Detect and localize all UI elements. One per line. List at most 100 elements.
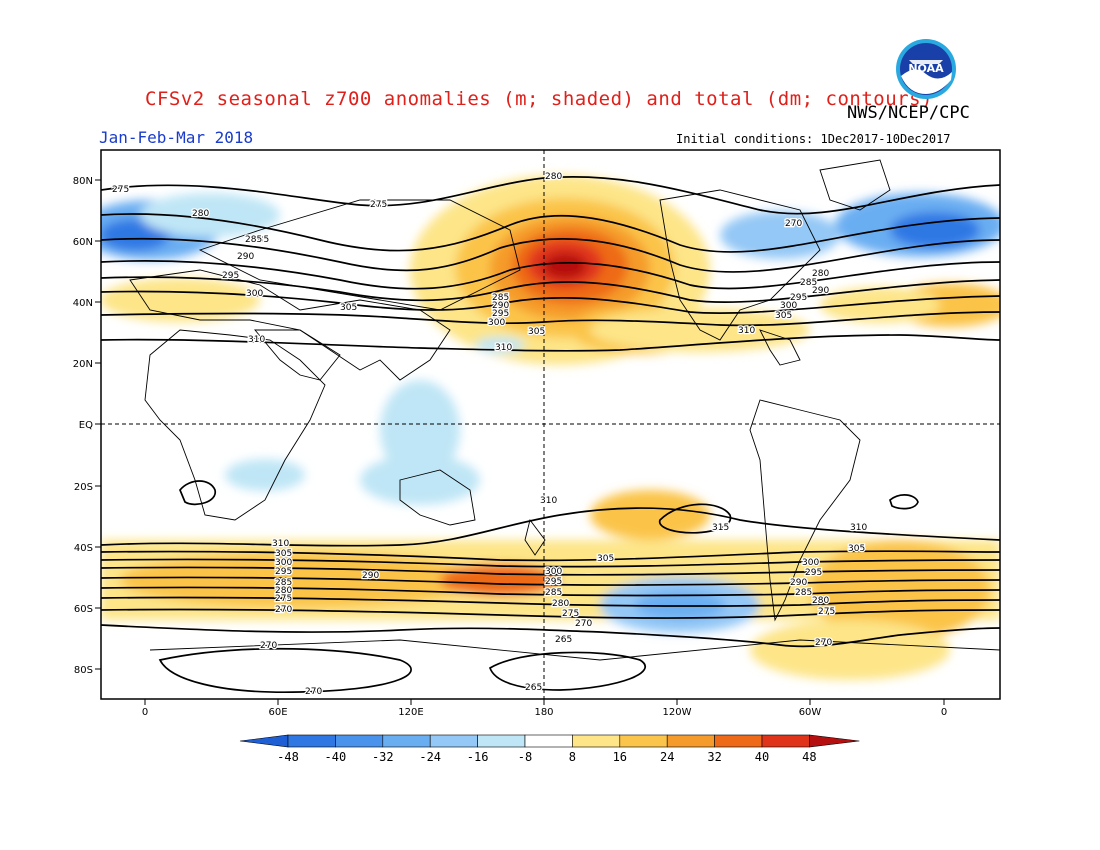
contour-label: 300 xyxy=(275,558,292,568)
latitude-axis: 80N 60N 40N 20N EQ 20S 40S 60S 80S xyxy=(73,176,101,676)
svg-text:NOAA: NOAA xyxy=(908,62,944,75)
contour-label: 265 xyxy=(555,635,572,645)
lat-tick-label: 40N xyxy=(73,298,93,309)
reference-lines xyxy=(101,150,1000,699)
colorbar-label: 16 xyxy=(613,750,627,764)
contour-label: 310 xyxy=(540,496,557,506)
contour-label: 300 xyxy=(545,567,562,577)
noaa-logo-icon: NOAA xyxy=(896,39,956,99)
colorbar-label: 48 xyxy=(802,750,816,764)
agency-label: NWS/NCEP/CPC xyxy=(847,103,970,123)
contour-label: 285 xyxy=(492,293,509,303)
contour-label: 270 xyxy=(260,641,277,651)
contour-label: 295 xyxy=(492,309,509,319)
contour-label: 270 xyxy=(575,619,592,629)
contour-label: 290 xyxy=(812,286,829,296)
contour-label: 300 xyxy=(246,289,263,299)
contour-label: 310 xyxy=(738,326,755,336)
lat-tick-label: 20N xyxy=(73,359,93,370)
initial-conditions: Initial conditions: 1Dec2017-10Dec2017 xyxy=(676,132,951,146)
contour-label: 295 xyxy=(790,293,807,303)
lat-tick-label: 80N xyxy=(73,176,93,187)
colorbar-label: -24 xyxy=(419,750,441,764)
colorbar-swatch xyxy=(477,734,526,748)
contour-label: 295 xyxy=(545,577,562,587)
colorbar-swatch xyxy=(287,734,336,748)
contour-label: 300 xyxy=(802,558,819,568)
colorbar-right-arrow xyxy=(809,734,860,748)
contour-label: 295 xyxy=(222,271,239,281)
colorbar-label: 8 xyxy=(569,750,576,764)
colorbar-label: -16 xyxy=(467,750,489,764)
lon-tick-label: 0 xyxy=(941,707,947,718)
contour-label: 285 xyxy=(545,588,562,598)
lon-tick-label: 0 xyxy=(142,707,148,718)
contour-label: 285 xyxy=(800,278,817,288)
contour-label: 305 xyxy=(340,303,357,313)
lon-tick-label: 120W xyxy=(663,707,692,718)
colorbar-label: 32 xyxy=(707,750,721,764)
lat-tick-label: 80S xyxy=(74,665,93,676)
contour-label: 275 xyxy=(112,185,129,195)
contour-label: 295 xyxy=(805,568,822,578)
lat-tick-label: EQ xyxy=(79,420,93,431)
contour-label: 305 xyxy=(775,311,792,321)
contour-label: 265 xyxy=(525,683,542,693)
contour-label: 280 xyxy=(812,269,829,279)
contour-label: 285 xyxy=(795,588,812,598)
colorbar-label: -48 xyxy=(277,750,299,764)
contour-label: 305 xyxy=(848,544,865,554)
lon-tick-label: 180 xyxy=(534,707,553,718)
contour-label: 275 xyxy=(818,607,835,617)
contour-label: 280 xyxy=(545,172,562,182)
contour-label: 295 xyxy=(275,567,292,577)
contour-label: 280 xyxy=(552,599,569,609)
colorbar-swatch xyxy=(524,734,573,748)
contour-label: 270 xyxy=(785,219,802,229)
contour-label: 290 xyxy=(790,578,807,588)
contour-label: 285 xyxy=(275,578,292,588)
height-contours xyxy=(101,175,1000,694)
colorbar-swatch xyxy=(761,734,810,748)
colorbar-swatch xyxy=(666,734,715,748)
longitude-axis: 0 60E 120E 180 120W 60W 0 xyxy=(142,699,947,718)
contour-labels: 2752802852902953003053102702802852902953… xyxy=(111,171,869,699)
contour-label: 310 xyxy=(248,335,265,345)
contour-label: 280 xyxy=(812,596,829,606)
colorbar-swatch xyxy=(335,734,384,748)
contour-label: 270 xyxy=(815,638,832,648)
lat-tick-label: 60N xyxy=(73,237,93,248)
contour-label: 275 xyxy=(562,609,579,619)
contour-label: 285 xyxy=(252,235,269,245)
colorbar-label: -32 xyxy=(372,750,394,764)
contour-label: 315 xyxy=(712,523,729,533)
contour-label: 305 xyxy=(597,554,614,564)
contour-label: 285 xyxy=(245,235,262,245)
contour-label: 270 xyxy=(785,219,802,229)
lat-tick-label: 40S xyxy=(74,543,93,554)
contour-label: 290 xyxy=(362,571,379,581)
colorbar: -48 -40 -32 -24 -16 -8 8 16 24 32 40 48 xyxy=(239,734,860,764)
contour-label: 310 xyxy=(850,523,867,533)
map-title: CFSv2 seasonal z700 anomalies (m; shaded… xyxy=(145,88,933,110)
lat-tick-label: 60S xyxy=(74,604,93,615)
colorbar-swatch xyxy=(382,734,431,748)
colorbar-label: -8 xyxy=(518,750,532,764)
lon-tick-label: 120E xyxy=(398,707,423,718)
colorbar-swatch xyxy=(429,734,478,748)
contour-label: 275 xyxy=(275,594,292,604)
colorbar-left-arrow xyxy=(239,734,289,748)
contour-label: 280 xyxy=(275,586,292,596)
contour-label: 290 xyxy=(492,301,509,311)
contour-label: 310 xyxy=(272,539,289,549)
contour-label: 275 xyxy=(370,200,387,210)
contour-label: 300 xyxy=(488,318,505,328)
colorbar-label: -40 xyxy=(325,750,347,764)
colorbar-swatch xyxy=(572,734,621,748)
contour-label: 300 xyxy=(780,301,797,311)
colorbar-label: 40 xyxy=(755,750,769,764)
lon-tick-label: 60E xyxy=(268,707,287,718)
lat-tick-label: 20S xyxy=(74,482,93,493)
contour-label: 290 xyxy=(237,252,254,262)
